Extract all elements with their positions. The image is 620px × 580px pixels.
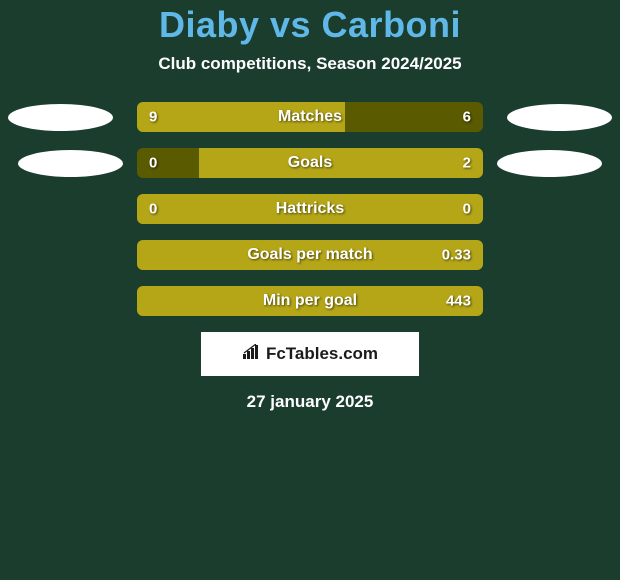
- player-left-shape-1: [8, 104, 113, 131]
- player-left-shape-2: [18, 150, 123, 177]
- bar-min-per-goal: Min per goal 443: [137, 286, 483, 316]
- player-right-shape-1: [507, 104, 612, 131]
- bar-label: Min per goal: [137, 292, 483, 310]
- bar-value-right: 443: [446, 293, 471, 310]
- player-right-shape-2: [497, 150, 602, 177]
- bar-label: Matches: [137, 108, 483, 126]
- chart-icon: [242, 344, 262, 365]
- bars-container: 9 Matches 6 0 Goals 2 0 Hattricks 0 Goal…: [137, 102, 483, 316]
- bar-value-right: 0: [463, 201, 471, 218]
- bar-value-right: 0.33: [442, 247, 471, 264]
- bar-matches: 9 Matches 6: [137, 102, 483, 132]
- bar-label: Goals: [137, 154, 483, 172]
- bar-hattricks: 0 Hattricks 0: [137, 194, 483, 224]
- date-text: 27 january 2025: [0, 392, 620, 412]
- comparison-card: Diaby vs Carboni Club competitions, Seas…: [0, 0, 620, 412]
- bar-label: Hattricks: [137, 200, 483, 218]
- chart-area: 9 Matches 6 0 Goals 2 0 Hattricks 0 Goal…: [0, 102, 620, 412]
- bar-goals-per-match: Goals per match 0.33: [137, 240, 483, 270]
- bar-value-right: 6: [463, 109, 471, 126]
- bar-label: Goals per match: [137, 246, 483, 264]
- logo-box: FcTables.com: [201, 332, 419, 376]
- bar-value-right: 2: [463, 155, 471, 172]
- logo: FcTables.com: [242, 344, 378, 365]
- bar-goals: 0 Goals 2: [137, 148, 483, 178]
- logo-text: FcTables.com: [266, 344, 378, 364]
- subtitle: Club competitions, Season 2024/2025: [0, 54, 620, 74]
- page-title: Diaby vs Carboni: [0, 4, 620, 46]
